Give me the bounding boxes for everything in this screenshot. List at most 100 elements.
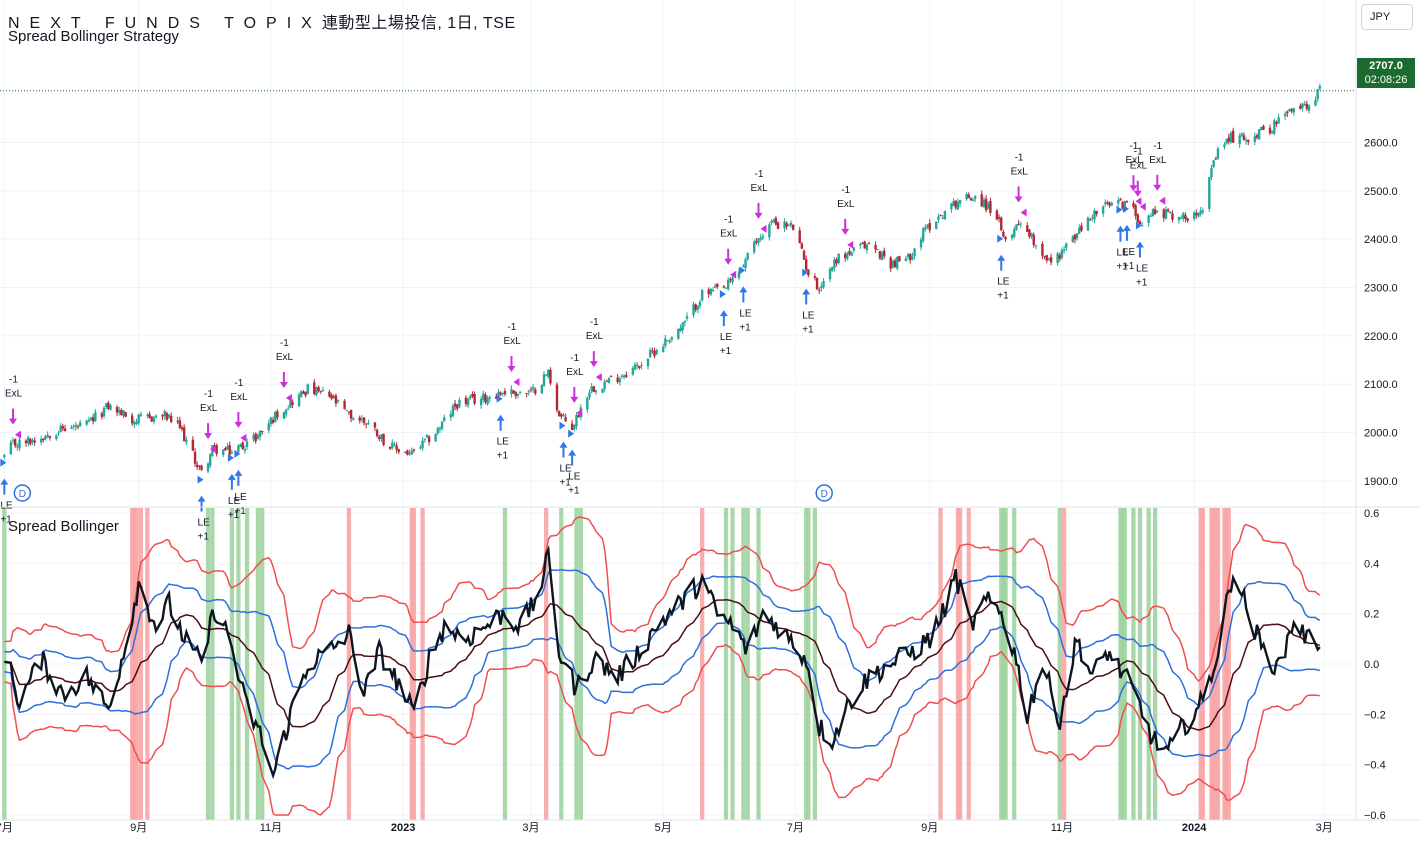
- candle: [495, 393, 498, 400]
- oscillator-legend-label[interactable]: Spread Bollinger: [8, 518, 119, 535]
- candle-body: [670, 337, 674, 340]
- candle-body: [406, 450, 409, 455]
- candle-body: [1151, 208, 1155, 217]
- candle: [226, 442, 229, 450]
- candle: [388, 446, 392, 450]
- candle-body: [1184, 215, 1187, 219]
- candle: [1305, 100, 1309, 111]
- candle-body: [473, 393, 476, 404]
- candle: [258, 430, 262, 441]
- candle: [302, 389, 305, 395]
- candle-body: [26, 437, 30, 444]
- candle: [321, 386, 325, 392]
- candle-body: [1314, 100, 1317, 106]
- strategy-legend-label[interactable]: Spread Bollinger Strategy: [8, 28, 179, 45]
- candle-body: [1091, 217, 1094, 219]
- candle-body: [321, 390, 325, 392]
- candle: [883, 247, 886, 259]
- candle: [458, 397, 461, 409]
- exit-triangle: [1139, 202, 1146, 211]
- exit-arrow: [1153, 174, 1162, 191]
- candles: [3, 83, 1322, 474]
- candle-body: [575, 415, 578, 427]
- candle-body: [304, 391, 307, 396]
- candle-body: [594, 390, 598, 393]
- candle-body: [622, 375, 626, 378]
- candle: [700, 288, 704, 302]
- currency-button[interactable]: JPY: [1361, 4, 1413, 30]
- candle: [72, 424, 75, 430]
- exit-qty: -1: [570, 353, 579, 364]
- candle-body: [334, 395, 338, 404]
- candle: [898, 255, 901, 262]
- short-zone-band: [130, 508, 135, 820]
- candle-body: [1177, 217, 1181, 221]
- candle: [427, 435, 431, 446]
- candle-body: [666, 340, 669, 342]
- candle: [1049, 253, 1053, 266]
- symbol-title[interactable]: NEXT FUNDS TOPIX連動型上場投信, 1日, TSE: [8, 9, 516, 33]
- candle: [412, 448, 416, 453]
- candle-body: [989, 200, 992, 213]
- exit-arrow: [754, 202, 763, 219]
- candle: [1028, 228, 1031, 239]
- candle: [1303, 100, 1306, 107]
- entry-triangle: [1135, 221, 1142, 230]
- candle: [607, 376, 611, 384]
- candle-body: [1273, 120, 1276, 134]
- candle: [230, 449, 234, 455]
- exit-qty: -1: [1129, 141, 1138, 152]
- exit-signal: -1 ExL: [1011, 153, 1028, 217]
- candle: [852, 247, 856, 253]
- candle: [464, 395, 468, 407]
- candle: [224, 446, 227, 451]
- candle-body: [486, 397, 489, 404]
- candle: [1253, 132, 1257, 146]
- short-zone-band: [1200, 508, 1205, 820]
- candle-body: [731, 277, 734, 283]
- candle: [443, 414, 446, 422]
- long-entry-arrow: [0, 478, 9, 495]
- candle: [534, 387, 537, 396]
- candle: [146, 412, 149, 419]
- candle-body: [1307, 105, 1311, 111]
- candle: [33, 437, 36, 446]
- price-tick-label: 2100.0: [1364, 379, 1398, 391]
- exit-triangle: [760, 224, 767, 233]
- exit-label: ExL: [5, 389, 23, 400]
- candle-body: [867, 243, 871, 245]
- long-entry-qty: +1: [1116, 262, 1128, 273]
- long-entry-signal: LE +1: [1122, 204, 1136, 272]
- candle: [26, 435, 30, 447]
- long-entry-label: LE: [739, 308, 752, 319]
- short-zone-band: [1209, 508, 1214, 820]
- candle: [206, 462, 210, 474]
- candle-body: [651, 350, 654, 352]
- candle: [267, 419, 270, 434]
- candle-body: [761, 236, 765, 239]
- candle: [1242, 132, 1246, 141]
- candle-body: [59, 425, 62, 433]
- long-zone-band: [723, 508, 729, 820]
- time-tick-label: 7月: [787, 822, 804, 834]
- candle: [349, 409, 353, 423]
- candle-body: [859, 243, 862, 246]
- candle-body: [744, 259, 747, 269]
- candle: [805, 255, 808, 274]
- exit-signal: -1 ExL: [1130, 147, 1147, 211]
- exit-label: ExL: [1149, 155, 1167, 166]
- candle-body: [631, 367, 635, 375]
- candle: [679, 324, 682, 332]
- candle: [731, 275, 734, 285]
- candle-body: [802, 250, 806, 260]
- candle-body: [1210, 167, 1213, 178]
- exit-arrow: [1133, 180, 1142, 197]
- candle: [332, 394, 335, 399]
- candle: [434, 433, 437, 443]
- candle: [516, 392, 520, 399]
- candle-body: [577, 415, 580, 418]
- candle-body: [349, 410, 353, 419]
- candle-body: [573, 424, 576, 430]
- candle-body: [525, 393, 528, 395]
